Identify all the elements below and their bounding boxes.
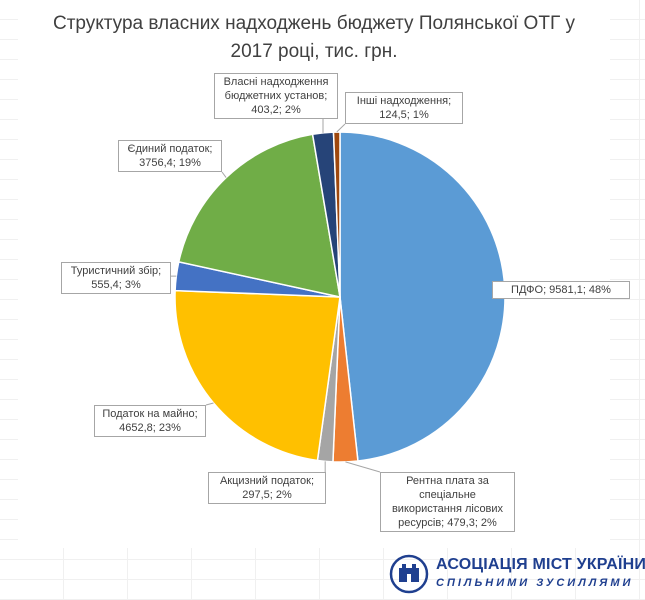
data-label: Акцизний податок; 297,5; 2% (208, 472, 326, 504)
pie-slice (174, 289, 341, 462)
chart-title: Структура власних надходжень бюджету Пол… (52, 13, 576, 62)
pie-slice (332, 131, 341, 298)
data-label-line: ресурсів; 479,3; 2% (398, 517, 497, 529)
data-label-line: 403,2; 2% (251, 104, 301, 116)
data-label-line: використання лісових (391, 503, 504, 515)
data-label-line: 4652,8; 23% (119, 422, 181, 434)
logo: АСОЦІАЦІЯ МІСТ УКРАЇНИ СПІЛЬНИМИ ЗУСИЛЛЯ… (388, 552, 645, 596)
data-label: Єдиний податок; 3756,4; 19% (118, 140, 222, 172)
pie-slice (177, 133, 341, 298)
association-emblem-icon (389, 554, 429, 594)
data-label: Податок на майно; 4652,8; 23% (94, 405, 206, 437)
data-label-line: спеціальне (419, 489, 476, 501)
data-label: Туристичний збір; 555,4; 3% (61, 262, 171, 294)
data-label-line: 555,4; 3% (91, 279, 141, 291)
data-label-line: Єдиний податок; (127, 143, 213, 155)
logo-subtitle: СПІЛЬНИМИ ЗУСИЛЛЯМИ (436, 577, 634, 589)
leader-line (205, 402, 214, 406)
data-label: Інші надходження; 124,5; 1% (345, 92, 463, 124)
data-label-line: Рентна плата за (406, 475, 489, 487)
leader-line (336, 123, 346, 133)
data-label-line: Інші надходження; (356, 95, 452, 107)
data-label-line: Власні надходження (223, 76, 329, 88)
data-label-line: ПДФО; 9581,1; 48% (511, 284, 611, 296)
data-label-line: 3756,4; 19% (139, 157, 201, 169)
data-label-line: Податок на майно; (102, 408, 198, 420)
data-label: Рентна плата за спеціальне використання лі… (380, 472, 515, 532)
data-label: ПДФО; 9581,1; 48% (492, 281, 630, 299)
logo-title: АСОЦІАЦІЯ МІСТ УКРАЇНИ (436, 556, 645, 573)
pie-slice (339, 131, 506, 462)
data-label-line: Туристичний збір; (70, 265, 162, 277)
data-label-line: 297,5; 2% (242, 489, 292, 501)
leader-line (221, 171, 227, 178)
data-label-line: Акцизний податок; (219, 475, 315, 487)
data-label-line: 124,5; 1% (379, 109, 429, 121)
data-label-line: бюджетних установ; (224, 90, 328, 102)
data-label: Власні надходження бюджетних установ; 403,… (214, 73, 338, 119)
leader-line (345, 461, 381, 473)
